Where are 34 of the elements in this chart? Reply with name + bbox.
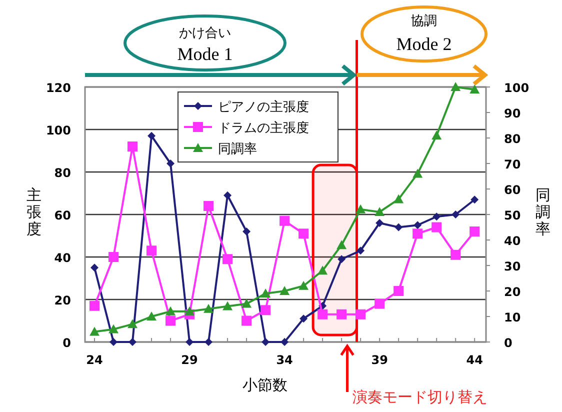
- y2-axis-title: 同調率: [536, 186, 550, 238]
- x-tick-label: 34: [276, 353, 293, 367]
- y2-tick-label: 50: [504, 208, 521, 222]
- y2-tick-label: 100: [504, 81, 530, 95]
- text: Mode 2: [396, 34, 452, 54]
- y-axis-title: 主張度: [26, 186, 42, 238]
- y-tick-label: 120: [46, 81, 71, 95]
- legend-label: ピアノの主張度: [218, 99, 309, 115]
- legend-label: ドラムの主張度: [218, 120, 309, 136]
- y-tick-label: 100: [46, 124, 71, 138]
- x-tick-label: 39: [371, 353, 388, 367]
- x-tick-label: 44: [466, 353, 483, 367]
- y2-tick-label: 70: [504, 158, 521, 172]
- y-tick-label: 80: [54, 166, 71, 180]
- text: Mode 1: [177, 44, 233, 64]
- x-tick-label: 29: [181, 353, 198, 367]
- y-tick-label: 40: [54, 251, 71, 265]
- x-tick-label: 24: [86, 353, 103, 367]
- y2-tick-label: 30: [504, 260, 521, 274]
- y2-tick-label: 20: [504, 285, 521, 299]
- y2-tick-label: 90: [504, 106, 521, 120]
- y2-tick-label: 10: [504, 310, 521, 324]
- y2-tick-label: 40: [504, 234, 521, 248]
- y-tick-label: 60: [54, 208, 71, 222]
- y2-tick-label: 60: [504, 183, 521, 197]
- x-axis-title: 小節数: [242, 376, 288, 394]
- text: 演奏モード切り替え: [352, 388, 488, 406]
- text: かけ合い: [179, 26, 231, 41]
- legend-label: 同調率: [218, 141, 257, 157]
- y-tick-label: 0: [62, 336, 71, 350]
- y-tick-label: 20: [54, 294, 71, 308]
- y2-tick-label: 80: [504, 132, 521, 146]
- y2-tick-label: 0: [504, 336, 512, 350]
- text: 協調: [411, 14, 437, 29]
